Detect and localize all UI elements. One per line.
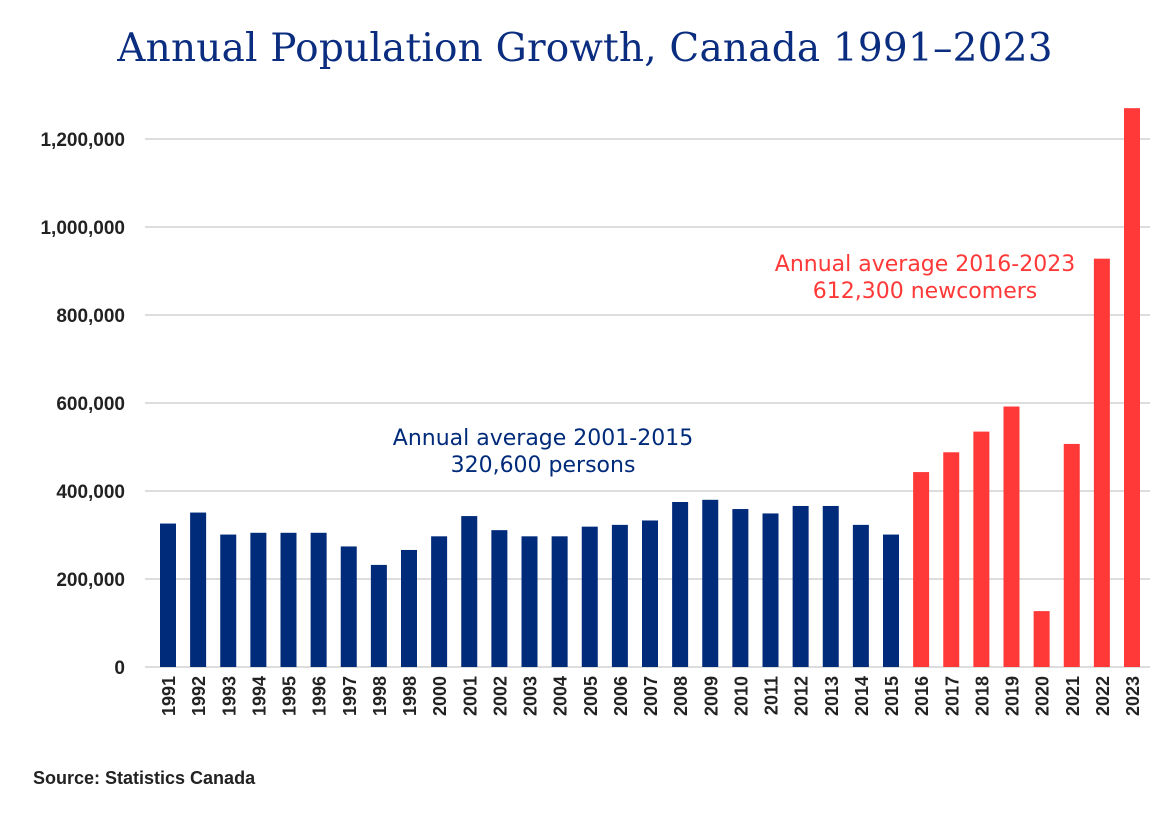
y-tick-label: 1,000,000 [40, 218, 125, 239]
bar [732, 509, 749, 667]
x-tick-label: 1991 [159, 676, 179, 716]
bar [762, 513, 779, 667]
bar [250, 532, 267, 667]
bar [611, 524, 628, 667]
bar [521, 536, 538, 667]
bar [883, 534, 899, 667]
annotation-text: Annual average 2016-2023 [775, 252, 1075, 277]
bar [973, 431, 990, 667]
x-tick-label: 2006 [611, 676, 631, 716]
bar [642, 520, 658, 667]
bar [551, 536, 568, 667]
bar [461, 516, 478, 667]
x-tick-label: 2010 [731, 676, 751, 716]
bar [160, 523, 176, 667]
bar [401, 549, 417, 667]
x-tick-label: 2011 [762, 676, 782, 715]
x-tick-label: 2008 [671, 676, 691, 716]
x-tick-label: 2004 [551, 676, 571, 716]
bar [280, 532, 297, 667]
x-tick-label: 2012 [792, 676, 812, 716]
x-tick-label: 1998 [370, 676, 390, 716]
bar [370, 564, 387, 667]
bar [220, 534, 237, 667]
x-tick-label: 2016 [912, 676, 932, 716]
bar [340, 546, 357, 667]
x-tick-label: 2017 [942, 676, 962, 716]
x-tick-label: 1993 [219, 676, 239, 716]
x-tick-label: 2015 [882, 676, 902, 716]
bar [1093, 258, 1110, 667]
y-tick-label: 600,000 [56, 394, 125, 415]
y-tick-label: 800,000 [56, 306, 125, 327]
x-tick-label: 2005 [581, 676, 601, 716]
y-tick-label: 1,200,000 [40, 130, 125, 151]
x-tick-label: 2007 [641, 676, 661, 716]
y-tick-label: 0 [114, 658, 125, 679]
bar [702, 499, 719, 667]
bar [913, 472, 930, 667]
y-tick-label: 400,000 [56, 482, 125, 503]
bar [792, 505, 809, 667]
bar [310, 532, 327, 667]
x-tick-label: 1997 [340, 676, 360, 716]
x-tick-label: 2003 [521, 676, 541, 716]
bar [581, 526, 598, 667]
x-tick-label: 2014 [852, 676, 872, 716]
annotation-text: 612,300 newcomers [813, 279, 1037, 304]
bar [822, 505, 839, 667]
bar [1063, 443, 1080, 667]
x-tick-label: 2009 [701, 676, 721, 716]
x-tick-label: 2023 [1123, 676, 1143, 716]
x-tick-label: 2000 [430, 676, 450, 716]
bar-chart: 0 200,000 400,000 600,000 800,000 1,000,000 1,… [40, 108, 1150, 716]
x-tick-label: 2021 [1063, 676, 1083, 716]
x-tick-label: 1994 [249, 676, 269, 716]
bar [1124, 108, 1140, 667]
x-tick-label: 1998 [400, 676, 420, 716]
source-note: Source: Statistics Canada [33, 768, 256, 788]
x-tick-label: 1996 [310, 676, 330, 716]
x-tick-label: 2022 [1093, 676, 1113, 716]
x-tick-label: 2019 [1003, 676, 1023, 716]
bar [1033, 611, 1050, 667]
bar [1003, 406, 1020, 667]
x-tick-label: 2020 [1033, 676, 1053, 716]
bar [852, 524, 869, 667]
x-tick-label: 1992 [189, 676, 209, 716]
bar [431, 536, 448, 667]
x-tick-label: 2018 [972, 676, 992, 716]
x-tick-label: 2001 [460, 676, 480, 716]
bar [190, 512, 207, 667]
x-tick-label: 1995 [280, 676, 300, 716]
x-tick-label: 2013 [822, 676, 842, 716]
bar [943, 452, 960, 667]
annotation-text: Annual average 2001-2015 [393, 426, 693, 451]
annotation-text: 320,600 persons [451, 453, 636, 478]
y-tick-label: 200,000 [56, 570, 125, 591]
bar [491, 530, 508, 667]
bar [672, 502, 689, 667]
x-tick-label: 2002 [490, 676, 510, 716]
chart-title: Annual Population Growth, Canada 1991–20… [117, 26, 1053, 71]
